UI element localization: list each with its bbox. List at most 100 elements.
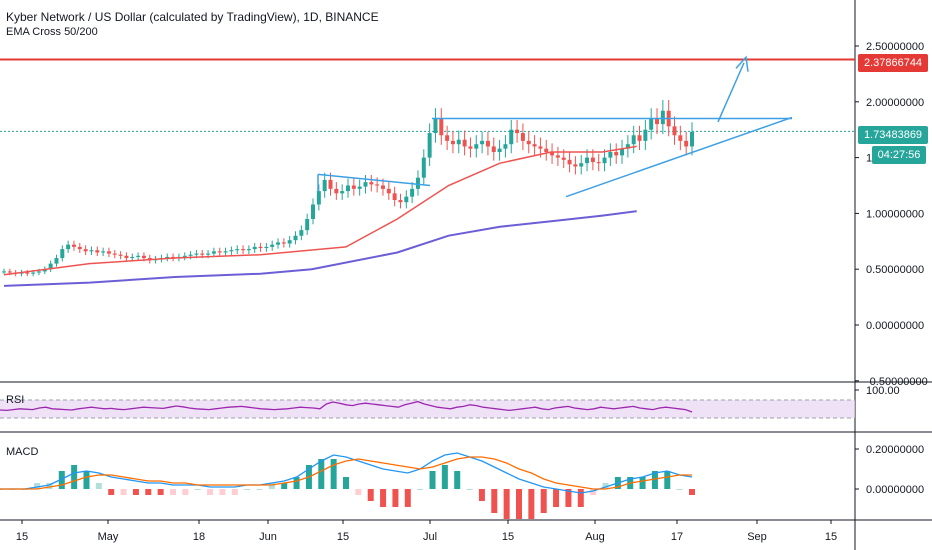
macd-histogram-bar (120, 489, 127, 495)
candle-body (165, 256, 170, 259)
macd-histogram-bar (268, 483, 275, 489)
macd-histogram-bar (602, 483, 609, 489)
macd-histogram-bar (207, 489, 214, 495)
macd-histogram-bar (281, 483, 288, 489)
candle-body (264, 246, 269, 248)
candle-body (281, 242, 286, 244)
candle-body (532, 144, 537, 147)
candle-body (433, 118, 438, 134)
indicator-legend[interactable]: EMA Cross 50/200 (6, 26, 98, 38)
macd-histogram-bar (404, 489, 411, 507)
candle-body (305, 218, 310, 231)
candle-body (206, 253, 211, 255)
macd-histogram-bar (231, 489, 238, 495)
ascending-triangle-support[interactable] (565, 116, 793, 198)
candle-body (392, 193, 397, 201)
macd-histogram-bar (540, 489, 547, 513)
macd-histogram-bar (466, 489, 473, 490)
candle-body (655, 118, 660, 125)
macd-tick-label: 0.00000000 (866, 484, 924, 496)
macd-tick-label: 0.20000000 (866, 444, 924, 456)
candle-body (141, 255, 146, 259)
price-tick-label: 1.00000000 (866, 208, 924, 220)
macd-histogram-bar (429, 471, 436, 489)
candle-body (631, 135, 636, 145)
candle-body (54, 258, 59, 264)
macd-histogram-bar (590, 489, 597, 495)
candle-body (200, 253, 205, 255)
time-tick-label: 18 (193, 531, 205, 543)
macd-histogram-bar (491, 489, 498, 513)
candle-body (474, 144, 479, 149)
macd-line (0, 452, 693, 494)
macd-histogram-bar (367, 489, 374, 501)
breakout-arrow-head[interactable] (735, 55, 749, 72)
symbol-title[interactable]: Kyber Network / US Dollar (calculated by… (6, 10, 379, 24)
time-tick-label: 17 (671, 531, 683, 543)
candle-body (36, 271, 41, 273)
macd-histogram-bar (46, 483, 53, 489)
rsi-line (0, 400, 693, 413)
candle-body (415, 177, 420, 189)
time-tick-label: 15 (502, 531, 514, 543)
macd-histogram-bar (380, 489, 387, 507)
candle-body (346, 185, 350, 192)
candle-body (509, 129, 514, 145)
candle-body (31, 272, 36, 274)
candle-body (211, 251, 216, 254)
candle-body (678, 135, 683, 141)
candle-body (515, 129, 520, 134)
macd-histogram-bar (145, 489, 152, 495)
candle-body (7, 271, 12, 273)
candle-body (130, 256, 135, 259)
candle-body (596, 162, 601, 164)
candle-body (229, 250, 234, 252)
time-tick-label: Aug (585, 531, 605, 543)
macd-histogram-bar (664, 471, 671, 489)
candle-body (252, 246, 257, 250)
candle-body (241, 249, 246, 251)
breakout-arrow-shaft[interactable] (717, 62, 745, 123)
candle-body (112, 253, 117, 255)
time-tick-label: Jul (423, 531, 437, 543)
macd-histogram-bar (503, 489, 510, 519)
candle-body (561, 157, 566, 160)
candle-body (322, 179, 327, 192)
candle-body (316, 191, 321, 205)
candle-body (684, 140, 689, 147)
macd-title[interactable]: MACD (6, 446, 39, 458)
candle-body (101, 251, 106, 253)
macd-histogram-bar (170, 489, 176, 495)
candle-body (421, 157, 426, 178)
candle-body (299, 230, 304, 236)
price-tick-label: 0.00000000 (866, 320, 924, 332)
candle-body (602, 157, 607, 164)
candle-body (293, 235, 298, 241)
macd-histogram-bar (577, 489, 584, 507)
candle-body (357, 186, 362, 189)
candle-body (544, 148, 549, 153)
triangle-top-line[interactable] (317, 173, 431, 187)
candle-body (25, 272, 30, 274)
macd-histogram-bar (392, 489, 399, 507)
rsi-title[interactable]: RSI (6, 394, 25, 406)
rsi-band (0, 400, 855, 418)
macd-histogram-bar (417, 489, 424, 490)
signal-line (0, 456, 692, 490)
macd-histogram-bar (83, 471, 90, 489)
candle-body (369, 182, 374, 185)
candle-body (270, 244, 275, 247)
candle-body (491, 146, 496, 153)
candle-body (77, 246, 82, 250)
candle-body (398, 200, 403, 203)
candle-body (60, 249, 65, 259)
macd-histogram-bar (528, 489, 535, 519)
macd-histogram-bar (108, 489, 115, 495)
candle-body (625, 144, 630, 149)
rsi-tick-label: 100.00 (866, 385, 900, 397)
candle-body (468, 146, 473, 149)
candle-body (427, 133, 432, 158)
candle-body (182, 255, 187, 257)
